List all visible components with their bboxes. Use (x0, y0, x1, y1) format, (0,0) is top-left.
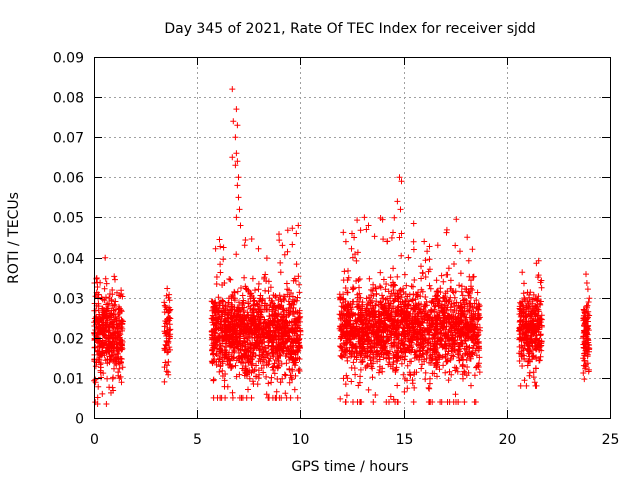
plot-frame (94, 57, 611, 419)
y-tick-label: 0.08 (53, 91, 84, 107)
y-tick-labels: 0 0.01 0.02 0.03 0.04 0.05 0.06 0.07 0.08 0.09 (53, 51, 84, 428)
x-tick-label: 10 (292, 432, 310, 448)
x-axis-label: GPS time / hours (291, 459, 408, 475)
chart-title: Day 345 of 2021, Rate Of TEC Index for r… (164, 21, 535, 37)
y-axis-label: ROTI / TECUs (6, 192, 22, 284)
x-tick-label: 25 (602, 432, 620, 448)
y-tick-label: 0.06 (53, 171, 84, 187)
y-tick-label: 0.02 (53, 332, 84, 348)
y-tick-label: 0.01 (53, 372, 84, 388)
y-tick-label: 0.05 (53, 211, 84, 227)
roti-series-points (91, 86, 593, 407)
y-tick-label: 0.07 (53, 131, 84, 147)
x-tick-labels: 0 5 10 15 20 25 (90, 432, 619, 448)
data-points (91, 86, 593, 407)
axis-ticks (94, 57, 611, 419)
y-tick-label: 0.09 (53, 51, 84, 67)
y-tick-label: 0.03 (53, 292, 84, 308)
y-tick-label: 0.04 (53, 252, 84, 268)
x-tick-label: 20 (499, 432, 517, 448)
x-tick-label: 0 (90, 432, 99, 448)
y-tick-label: 0 (75, 412, 84, 428)
x-tick-label: 15 (396, 432, 414, 448)
x-tick-label: 5 (193, 432, 202, 448)
